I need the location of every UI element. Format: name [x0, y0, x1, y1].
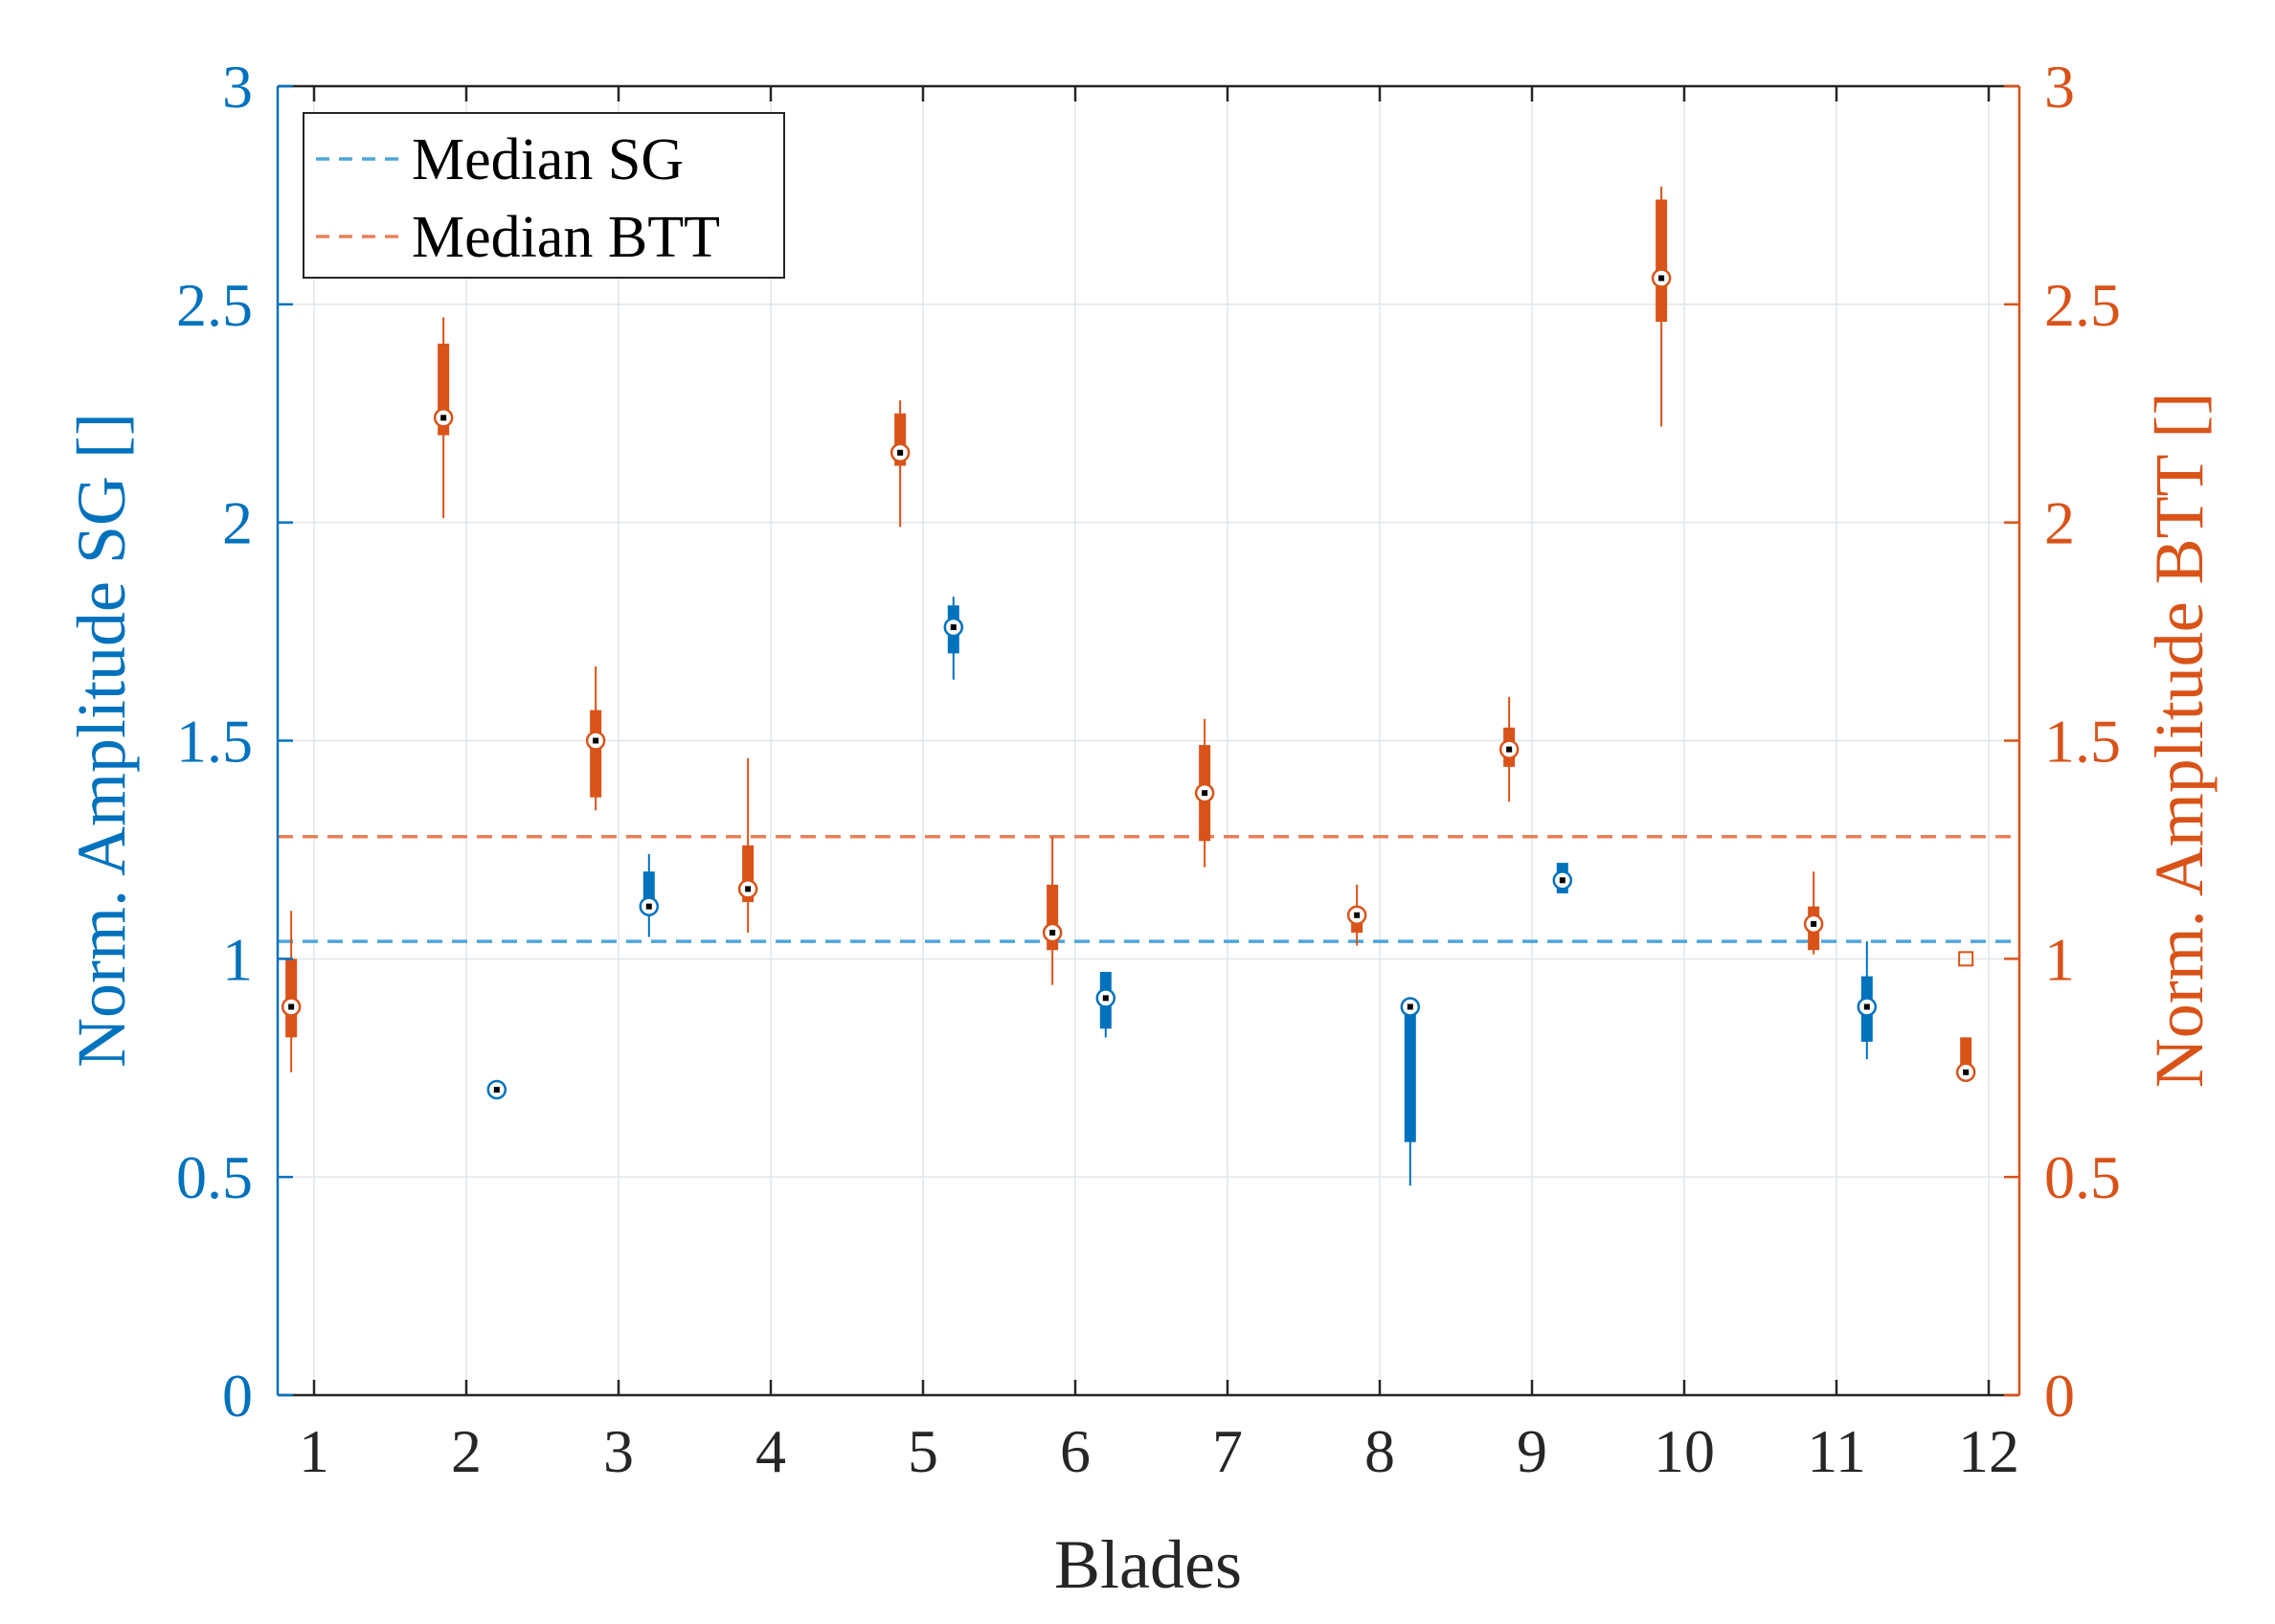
btt-box-blade-9: [1498, 696, 1520, 802]
sg-median-dot-blade-11: [1863, 1004, 1870, 1010]
btt-median-dot-blade-2: [440, 415, 447, 421]
y-right-tick-label-1: 0.5: [2044, 1143, 2121, 1211]
y-right-tick-label-2: 1: [2044, 925, 2075, 993]
x-tick-label-9: 9: [1517, 1417, 1547, 1485]
btt-iqr-blade-10: [1656, 199, 1668, 323]
y-axis-left-title: Norm. Amplitude SG []: [63, 413, 140, 1068]
btt-median-dot-blade-8: [1354, 912, 1361, 918]
sg-median-dot-blade-2: [493, 1087, 500, 1094]
btt-median-dot-blade-11: [1811, 920, 1817, 927]
legend-label-median-sg: Median SG: [412, 127, 684, 192]
sg-median-dot-blade-8: [1407, 1004, 1413, 1010]
y-right-tick-label-3: 1.5: [2044, 708, 2121, 776]
y-left-tick-label-5: 2.5: [176, 271, 253, 339]
y-axis-right-title: Norm. Amplitude BTT []: [2141, 393, 2218, 1089]
btt-box-blade-10: [1651, 186, 1672, 427]
legend-label-median-btt: Median BTT: [412, 205, 720, 270]
y-left-tick-label-4: 2: [222, 489, 253, 557]
btt-iqr-blade-3: [590, 710, 602, 798]
x-tick-label-8: 8: [1364, 1417, 1395, 1485]
sg-iqr-blade-8: [1404, 1006, 1416, 1142]
btt-median-dot-blade-3: [593, 737, 599, 744]
btt-box-blade-12: [1955, 1037, 1976, 1083]
btt-box-blade-1: [281, 911, 302, 1072]
legend: Median SG Median BTT: [303, 112, 785, 279]
btt-median-dot-blade-9: [1506, 746, 1513, 753]
x-tick-label-3: 3: [603, 1417, 634, 1485]
x-tick-label-11: 11: [1807, 1417, 1866, 1485]
legend-box: [303, 112, 785, 279]
btt-iqr-blade-12: [1960, 1037, 1972, 1072]
median-lines: [278, 834, 2019, 943]
btt-box-blade-4: [737, 757, 758, 933]
sg-box-blade-5: [943, 597, 964, 680]
sg-median-dot-blade-6: [1102, 995, 1109, 1002]
boxes: [281, 186, 1976, 1186]
y-left-tick-label-6: 3: [222, 53, 253, 121]
sg-box-blade-9: [1552, 863, 1573, 893]
x-tick-label-2: 2: [451, 1417, 482, 1485]
btt-median-dot-blade-6: [1049, 929, 1056, 936]
btt-box-blade-3: [585, 666, 606, 811]
x-tick-label-10: 10: [1654, 1417, 1715, 1485]
x-tick-label-1: 1: [299, 1417, 329, 1485]
btt-median-dot-blade-7: [1202, 790, 1208, 797]
sg-box-blade-2: [486, 1079, 507, 1100]
y-left-tick-label-2: 1: [222, 925, 253, 993]
sg-median-dot-blade-5: [950, 624, 957, 631]
sg-box-blade-6: [1095, 972, 1116, 1038]
y-right-tick-label-4: 2: [2044, 489, 2075, 557]
x-tick-label-12: 12: [1958, 1417, 2019, 1485]
btt-box-blade-5: [890, 400, 911, 528]
x-tick-label-6: 6: [1060, 1417, 1091, 1485]
btt-box-blade-7: [1194, 718, 1215, 868]
sg-median-dot-blade-3: [645, 903, 652, 910]
ticks: 0 00.5 0.51 11.5 1.52 22.5 2.53 31 2 3 4 5 6 7 8 9 10 11 1…: [176, 53, 2121, 1485]
btt-box-blade-8: [1346, 884, 1367, 946]
y-left-tick-label-0: 0: [222, 1362, 253, 1430]
y-right-tick-label-6: 3: [2044, 53, 2075, 121]
y-right-tick-label-5: 2.5: [2044, 271, 2121, 339]
sg-box-blade-11: [1857, 941, 1878, 1060]
btt-median-dot-blade-5: [897, 449, 904, 456]
sg-box-blade-8: [1400, 997, 1421, 1186]
btt-median-dot-blade-1: [288, 1004, 295, 1010]
btt-box-blade-6: [1042, 836, 1063, 985]
sg-median-dot-blade-9: [1559, 877, 1565, 884]
sg-box-blade-3: [639, 853, 660, 937]
btt-box-blade-2: [433, 317, 454, 519]
y-left-tick-label-3: 1.5: [176, 708, 253, 776]
btt-median-dot-blade-12: [1963, 1069, 1970, 1075]
x-tick-label-7: 7: [1212, 1417, 1243, 1485]
x-axis-title: Blades: [1054, 1526, 1242, 1603]
btt-outlier-blade-12: [1958, 951, 1974, 967]
grid: [278, 85, 2019, 1396]
x-tick-label-5: 5: [908, 1417, 938, 1485]
x-tick-label-4: 4: [755, 1417, 786, 1485]
btt-median-dot-blade-4: [745, 886, 752, 892]
btt-median-dot-blade-10: [1658, 275, 1665, 282]
y-right-tick-label-0: 0: [2044, 1362, 2075, 1430]
y-left-tick-label-1: 0.5: [176, 1143, 253, 1211]
btt-box-blade-11: [1803, 871, 1824, 955]
